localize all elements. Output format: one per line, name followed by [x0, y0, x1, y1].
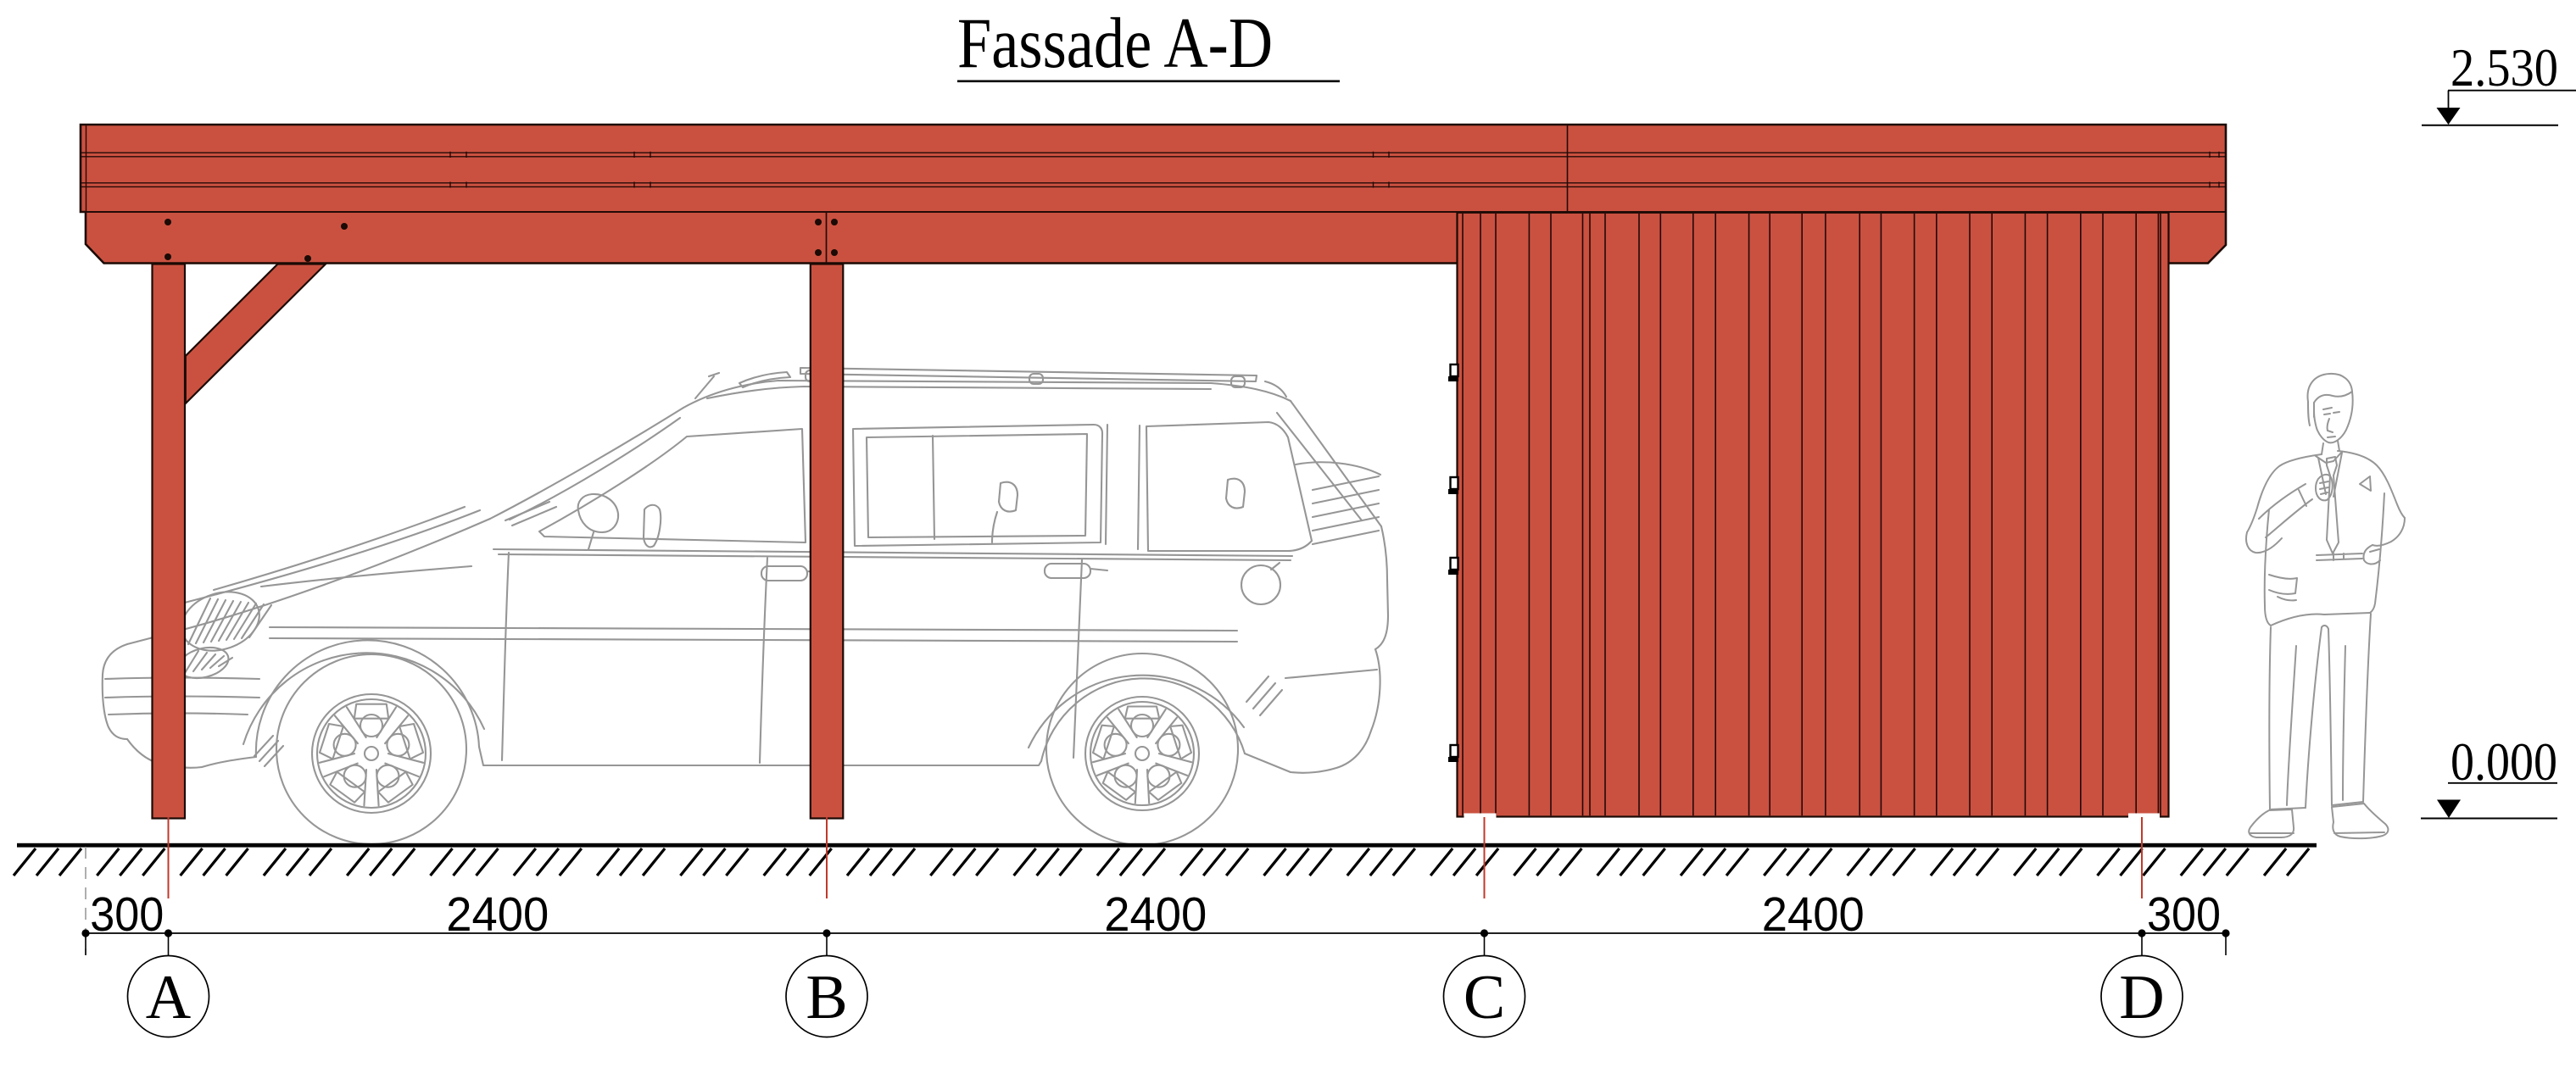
svg-text:A: A: [146, 963, 191, 1032]
svg-text:D: D: [2119, 963, 2164, 1032]
svg-text:C: C: [1464, 963, 1505, 1032]
svg-text:B: B: [806, 963, 847, 1032]
svg-text:Fassade A-D: Fassade A-D: [957, 3, 1273, 83]
svg-text:2400: 2400: [1762, 887, 1865, 942]
svg-text:300: 300: [90, 887, 164, 942]
svg-text:0.000: 0.000: [2451, 731, 2557, 792]
svg-text:2400: 2400: [446, 887, 549, 942]
svg-text:2400: 2400: [1104, 887, 1207, 942]
svg-text:300: 300: [2147, 887, 2221, 942]
svg-text:2.530: 2.530: [2451, 37, 2558, 97]
